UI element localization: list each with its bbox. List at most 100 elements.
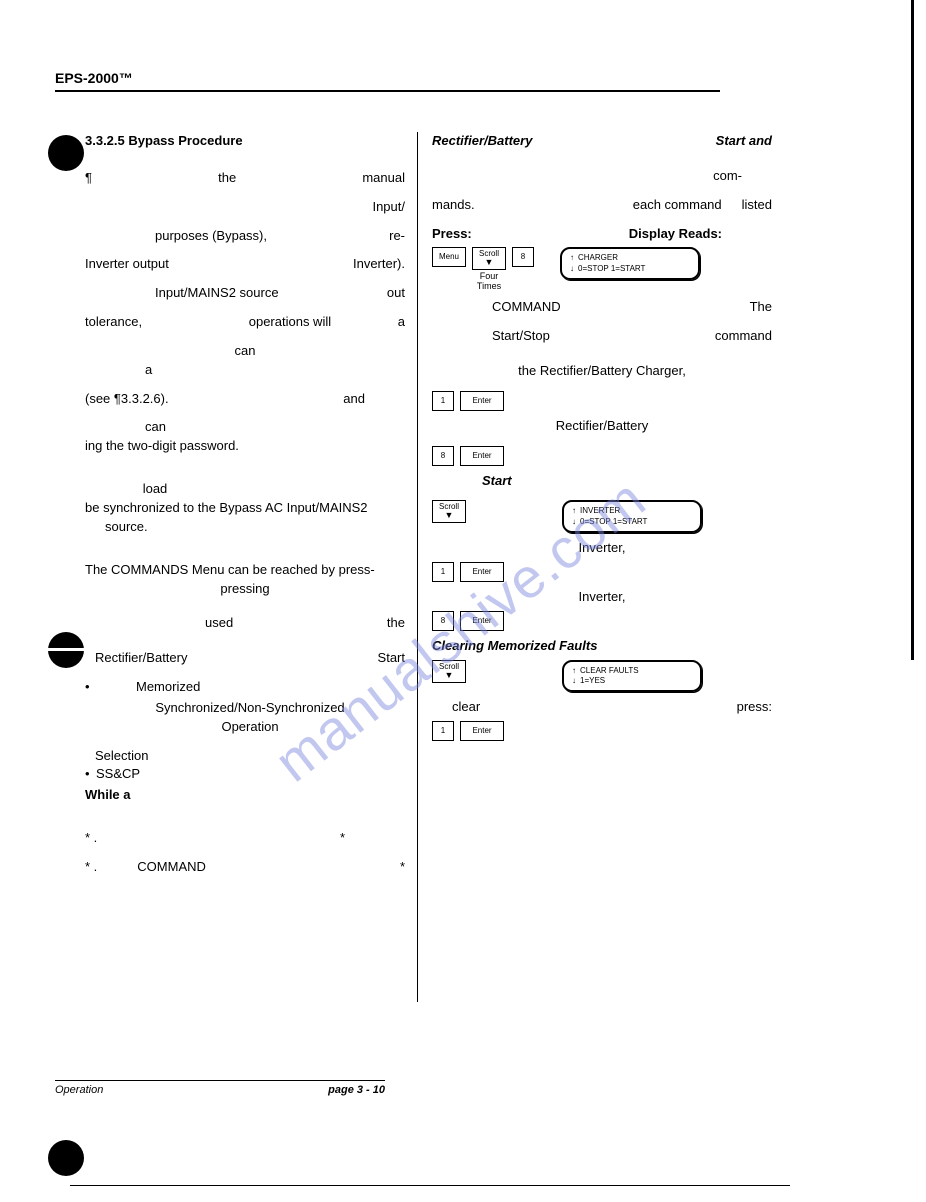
footer-label: Operation	[55, 1084, 103, 1096]
enter-key: Enter	[460, 391, 504, 411]
bullet-dot: •	[85, 678, 90, 697]
text-fragment: source.	[85, 518, 405, 537]
text-fragment: used the	[85, 614, 405, 633]
key-sequence: 1 Enter	[432, 721, 772, 741]
text-fragment: ¶ the manual	[85, 169, 405, 188]
text-fragment: ing the two-digit password.	[85, 437, 405, 456]
document-title: EPS-2000™	[55, 70, 871, 86]
text-fragment: Synchronized/Non-Synchronized	[85, 699, 405, 718]
text-fragment: the Rectifier/Battery Charger,	[432, 362, 772, 381]
display-label: Display Reads:	[629, 225, 722, 244]
binder-hole-top	[48, 135, 84, 171]
down-arrow-icon: ▼	[439, 671, 459, 680]
binder-hole-bot	[48, 1140, 84, 1176]
header-rule	[55, 90, 720, 92]
num-key: 8	[432, 446, 454, 466]
footer: Operation page 3 - 10	[55, 1080, 385, 1096]
text-fragment: a	[85, 361, 405, 380]
display-readout: ↑INVERTER ↓0=STOP 1=START	[562, 500, 702, 533]
content-columns: 3.3.2.5 Bypass Procedure ¶ the manual In…	[0, 132, 926, 1002]
text-fragment: Start	[432, 472, 772, 491]
section-title: Bypass Procedure	[128, 133, 242, 148]
num-key: 8	[432, 611, 454, 631]
subsection-heading: Clearing Memorized Faults	[432, 637, 772, 656]
key-caption: FourTimes	[477, 272, 501, 292]
scroll-key-group: Scroll ▼ FourTimes	[472, 247, 506, 292]
enter-key: Enter	[460, 562, 504, 582]
text-fragment: The COMMANDS Menu can be reached by pres…	[85, 561, 405, 580]
text-fragment: load	[85, 480, 405, 499]
text-fragment: Rectifier/Battery	[432, 417, 772, 436]
text-fragment: Rectifier/Battery Start	[85, 649, 405, 668]
footer-rule	[55, 1080, 385, 1081]
scroll-key: Scroll ▼	[472, 247, 506, 270]
num-key: 1	[432, 562, 454, 582]
header: EPS-2000™	[0, 0, 926, 92]
key-sequence: Menu Scroll ▼ FourTimes 8 ↑CHARGER ↓0=ST…	[432, 247, 772, 292]
text-fragment: (see ¶3.3.2.6). and	[85, 390, 405, 409]
left-column: 3.3.2.5 Bypass Procedure ¶ the manual In…	[55, 132, 417, 1002]
binder-hole-mid	[48, 632, 84, 668]
down-arrow-icon: ▼	[479, 258, 499, 267]
down-arrow-icon: ↓	[572, 676, 576, 686]
page: EPS-2000™ 3.3.2.5 Bypass Procedure ¶ the…	[0, 0, 926, 1202]
text-fragment: Inverter,	[432, 588, 772, 607]
text-fragment: purposes (Bypass), re-	[85, 227, 405, 246]
up-arrow-icon: ↑	[572, 666, 576, 676]
text-fragment: * . COMMAND *	[85, 858, 405, 877]
menu-key: Menu	[432, 247, 466, 267]
text-fragment: Selection	[85, 747, 405, 766]
up-arrow-icon: ↑	[570, 253, 574, 263]
scroll-key: Scroll ▼	[432, 500, 466, 523]
text-fragment: clear press:	[432, 698, 772, 717]
down-arrow-icon: ▼	[439, 511, 459, 520]
text-fragment: Input/MAINS2 source out	[85, 284, 405, 303]
right-column: Rectifier/Battery Start and com- mands. …	[417, 132, 772, 1002]
key-sequence: 8 Enter	[432, 446, 772, 466]
text-fragment: Inverter,	[432, 539, 772, 558]
key-sequence: 1 Enter	[432, 562, 772, 582]
bullet-dot: •	[85, 765, 90, 784]
key-sequence: Scroll ▼ ↑CLEAR FAULTS ↓1=YES	[432, 660, 772, 693]
text-fragment: COMMAND The	[432, 298, 772, 317]
display-readout: ↑CLEAR FAULTS ↓1=YES	[562, 660, 702, 693]
pilcrow: ¶	[85, 169, 92, 188]
text-fragment: Input/	[85, 198, 405, 217]
section-heading: 3.3.2.5 Bypass Procedure	[85, 132, 405, 151]
text-fragment: tolerance, operations will a	[85, 313, 405, 332]
text-fragment: Operation	[85, 718, 405, 737]
text-fragment: mands. each command listed	[432, 196, 772, 215]
section-number: 3.3.2.5	[85, 133, 125, 148]
subsection-heading: Rectifier/Battery Start and	[432, 132, 772, 151]
num-key: 8	[512, 247, 534, 267]
num-key: 1	[432, 721, 454, 741]
scroll-key: Scroll ▼	[432, 660, 466, 683]
text-fragment: pressing	[85, 580, 405, 599]
bullet-item: • SS&CP	[85, 765, 405, 784]
bullet-item: • Memorized	[85, 678, 405, 697]
text-fragment: Inverter output Inverter).	[85, 255, 405, 274]
text-fragment: com-	[432, 167, 772, 186]
enter-key: Enter	[460, 446, 504, 466]
text-fragment: While a	[85, 786, 405, 805]
down-arrow-icon: ↓	[572, 517, 576, 527]
key-sequence: Scroll ▼ ↑INVERTER ↓0=STOP 1=START	[432, 500, 772, 533]
down-arrow-icon: ↓	[570, 264, 574, 274]
text-fragment: * . *	[85, 829, 405, 848]
enter-key: Enter	[460, 611, 504, 631]
text-fragment: can	[85, 342, 405, 361]
text-fragment: Start/Stop command	[432, 327, 772, 346]
text-fragment: can	[85, 418, 405, 437]
up-arrow-icon: ↑	[572, 506, 576, 516]
display-readout: ↑CHARGER ↓0=STOP 1=START	[560, 247, 700, 280]
key-sequence: 1 Enter	[432, 391, 772, 411]
press-display-labels: Press: Display Reads:	[432, 225, 772, 244]
text-fragment: be synchronized to the Bypass AC Input/M…	[85, 499, 405, 518]
num-key: 1	[432, 391, 454, 411]
enter-key: Enter	[460, 721, 504, 741]
key-sequence: 8 Enter	[432, 611, 772, 631]
right-margin-bar	[911, 0, 914, 660]
footer-page: page 3 - 10	[328, 1084, 385, 1096]
bottom-rule	[70, 1185, 790, 1186]
press-label: Press:	[432, 225, 472, 244]
